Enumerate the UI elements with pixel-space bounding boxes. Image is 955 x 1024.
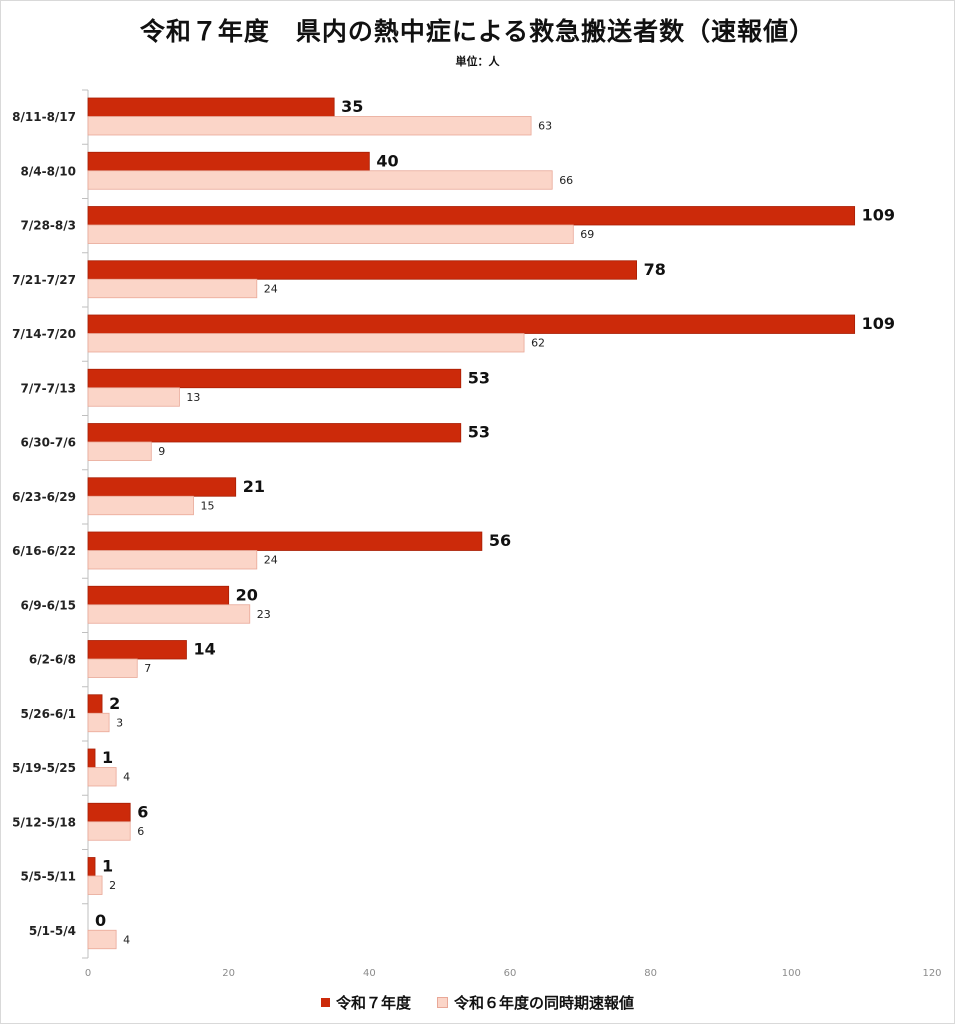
bar-series-b [87,170,553,190]
data-label-series-a: 1 [102,748,113,767]
category-label: 7/28-8/3 [21,219,77,233]
data-label-series-b: 4 [123,771,130,784]
category-label: 8/11-8/17 [12,110,76,124]
bar-series-a [87,206,856,226]
data-label-series-a: 78 [644,260,666,279]
data-label-series-a: 2 [109,694,120,713]
data-label-series-b: 7 [144,662,151,675]
category-label: 7/7-7/13 [21,381,77,395]
chart-subtitle: 単位：人 [455,55,500,68]
data-label-series-b: 62 [531,337,545,350]
category-label: 5/12-5/18 [12,815,76,829]
data-label-series-b: 24 [264,554,278,567]
bar-series-b [87,278,258,299]
data-label-series-a: 53 [468,423,490,442]
bar-series-b [87,550,258,570]
legend-label-series-b: 令和６年度の同時期速報値 [454,994,635,1012]
data-label-series-b: 6 [137,825,144,838]
category-label: 6/30-7/6 [21,436,77,450]
bar-series-a [87,857,96,877]
category-label: 5/1-5/4 [29,924,76,938]
data-label-series-b: 9 [158,445,165,458]
data-label-series-a: 109 [862,206,895,225]
data-label-series-a: 14 [193,640,215,659]
category-label: 8/4-8/10 [21,164,77,178]
x-tick-label: 40 [363,968,376,979]
category-label: 6/9-6/15 [21,598,77,612]
x-tick-label: 20 [222,968,235,979]
data-label-series-a: 35 [341,97,363,116]
legend-label-series-a: 令和７年度 [335,994,411,1012]
data-label-series-a: 53 [468,368,490,387]
data-label-series-b: 15 [201,499,215,512]
bar-series-b [87,929,117,950]
x-tick-label: 100 [782,968,801,979]
bar-series-b [87,875,103,895]
data-label-series-a: 21 [243,477,265,496]
category-label: 5/19-5/25 [12,761,76,775]
data-label-series-a: 109 [862,314,895,333]
bar-series-a [87,585,230,606]
data-label-series-b: 24 [264,282,278,295]
legend-item-series-a: 令和７年度 [320,992,411,1013]
bar-series-a [87,640,187,660]
x-tick-label: 80 [644,968,657,979]
bar-series-a [87,748,96,768]
category-label: 5/26-6/1 [21,707,77,721]
category-label: 7/21-7/27 [12,273,76,287]
category-label: 7/14-7/20 [12,327,76,341]
data-label-series-b: 23 [257,608,271,621]
x-tick-label: 120 [922,968,941,979]
bar-series-b [87,441,152,461]
data-label-series-b: 2 [109,879,116,892]
bar-series-b [87,387,180,407]
bar-series-a [87,694,103,714]
data-label-series-a: 6 [137,802,148,821]
bar-series-b [87,604,251,624]
x-tick-label: 0 [85,968,91,979]
data-label-series-a: 56 [489,531,511,550]
bar-series-a [87,802,131,823]
bar-series-b [87,767,117,787]
bar-series-a [87,477,237,497]
bar-series-b [87,658,138,678]
data-label-series-b: 4 [123,933,130,946]
bar-series-a [87,260,637,280]
bar-series-a [87,151,370,172]
data-label-series-a: 20 [236,585,258,604]
category-label: 5/5-5/11 [21,870,77,884]
bar-series-b [87,821,131,841]
bar-series-b [87,224,574,244]
data-label-series-b: 13 [186,391,200,404]
legend: 令和７年度 令和６年度の同時期速報値 [0,992,955,1013]
chart-title: 令和７年度 県内の熱中症による救急搬送者数（速報値） [139,17,816,46]
data-label-series-b: 3 [116,716,123,729]
bar-series-b [87,712,110,733]
data-label-series-a: 0 [95,911,106,930]
x-tick-label: 60 [504,968,517,979]
legend-swatch-series-b [437,997,448,1008]
bar-series-b [87,333,525,353]
category-label: 6/16-6/22 [12,544,76,558]
bar-series-a [87,423,462,443]
bar-series-b [87,116,532,136]
category-label: 6/2-6/8 [29,653,76,667]
data-label-series-a: 1 [102,857,113,876]
data-label-series-b: 69 [580,228,594,241]
bar-series-a [87,531,483,551]
bar-series-a [87,368,462,389]
bar-series-a [87,97,335,117]
category-label: 6/23-6/29 [12,490,76,504]
data-label-series-b: 66 [559,174,573,187]
bar-series-b [87,495,194,516]
bar-series-a [87,314,856,334]
data-label-series-b: 63 [538,120,552,133]
legend-item-series-b: 令和６年度の同時期速報値 [437,992,634,1013]
data-label-series-a: 40 [376,151,398,170]
legend-swatch-series-a [320,998,330,1007]
